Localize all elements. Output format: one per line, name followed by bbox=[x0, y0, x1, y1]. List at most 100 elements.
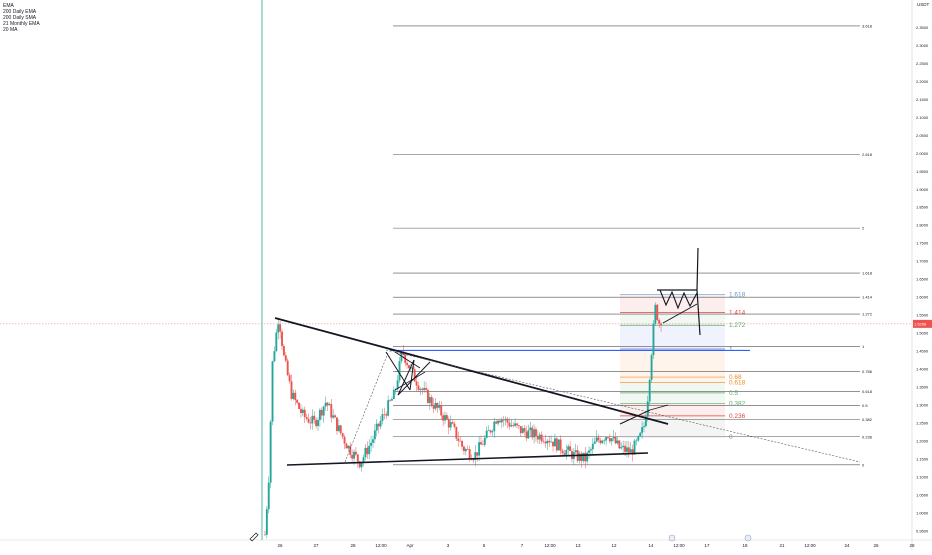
candle-body[interactable] bbox=[328, 404, 331, 406]
trend-line[interactable] bbox=[696, 247, 699, 291]
candle-body[interactable] bbox=[413, 369, 416, 382]
candle-body[interactable] bbox=[646, 401, 649, 417]
candle-body[interactable] bbox=[639, 432, 642, 437]
candle-body[interactable] bbox=[517, 425, 520, 427]
trend-line[interactable] bbox=[696, 289, 701, 336]
projection-line[interactable] bbox=[344, 352, 389, 463]
candle-body[interactable] bbox=[307, 418, 310, 423]
candle-body[interactable] bbox=[620, 447, 623, 449]
candle-body[interactable] bbox=[377, 423, 380, 427]
candle-body[interactable] bbox=[358, 461, 361, 468]
candle-body[interactable] bbox=[309, 422, 312, 424]
candle-body[interactable] bbox=[629, 449, 632, 453]
candle-body[interactable] bbox=[332, 415, 335, 418]
candle-body[interactable] bbox=[392, 389, 395, 399]
candle-body[interactable] bbox=[408, 365, 410, 369]
candle-body[interactable] bbox=[301, 409, 304, 414]
candle-body[interactable] bbox=[538, 434, 541, 440]
candle-body[interactable] bbox=[364, 447, 367, 458]
candle-body[interactable] bbox=[480, 442, 482, 445]
candle-body[interactable] bbox=[535, 429, 537, 436]
candle-body[interactable] bbox=[311, 415, 314, 424]
zigzag-pattern[interactable] bbox=[659, 289, 698, 310]
trend-line[interactable] bbox=[394, 351, 421, 369]
candle-body[interactable] bbox=[389, 400, 391, 401]
candle-body[interactable] bbox=[383, 414, 386, 415]
candle-body[interactable] bbox=[552, 441, 554, 447]
candle-body[interactable] bbox=[499, 420, 501, 423]
candle-body[interactable] bbox=[275, 332, 278, 352]
candle-body[interactable] bbox=[269, 421, 272, 483]
candle-body[interactable] bbox=[472, 459, 475, 461]
candle-body[interactable] bbox=[644, 416, 647, 427]
candle-body[interactable] bbox=[345, 443, 348, 449]
candle-body[interactable] bbox=[536, 435, 539, 440]
candle-body[interactable] bbox=[434, 402, 437, 409]
candle-body[interactable] bbox=[495, 421, 498, 424]
candle-body[interactable] bbox=[633, 440, 636, 455]
candle-body[interactable] bbox=[493, 421, 496, 432]
legend-ema[interactable]: EMA bbox=[3, 3, 14, 9]
candle-body[interactable] bbox=[381, 414, 384, 421]
candle-body[interactable] bbox=[294, 392, 297, 400]
candle-body[interactable] bbox=[578, 453, 581, 461]
candle-body[interactable] bbox=[504, 418, 507, 421]
candle-body[interactable] bbox=[349, 445, 352, 455]
candle-body[interactable] bbox=[531, 427, 534, 438]
candle-body[interactable] bbox=[313, 415, 316, 420]
candle-body[interactable] bbox=[426, 389, 429, 403]
candle-body[interactable] bbox=[546, 440, 549, 444]
candle-body[interactable] bbox=[390, 398, 393, 401]
candle-body[interactable] bbox=[423, 387, 426, 390]
candle-body[interactable] bbox=[580, 453, 583, 462]
candle-body[interactable] bbox=[616, 440, 619, 444]
candle-body[interactable] bbox=[533, 429, 536, 438]
trend-line[interactable] bbox=[619, 409, 651, 425]
candle-body[interactable] bbox=[478, 442, 481, 456]
candle-body[interactable] bbox=[595, 437, 598, 442]
candle-body[interactable] bbox=[354, 451, 357, 455]
candle-body[interactable] bbox=[550, 441, 553, 443]
candle-body[interactable] bbox=[445, 415, 448, 420]
candle-body[interactable] bbox=[553, 438, 556, 447]
candle-body[interactable] bbox=[430, 397, 433, 405]
candle-body[interactable] bbox=[368, 445, 371, 455]
candle-body[interactable] bbox=[500, 419, 503, 423]
legend-200-daily-ema[interactable]: 200 Daily EMA bbox=[3, 9, 37, 15]
candle-body[interactable] bbox=[483, 437, 486, 445]
candle-body[interactable] bbox=[641, 427, 644, 433]
candle-body[interactable] bbox=[336, 417, 338, 432]
candle-body[interactable] bbox=[351, 454, 354, 459]
candle-body[interactable] bbox=[461, 441, 464, 447]
candle-body[interactable] bbox=[508, 422, 511, 427]
candle-body[interactable] bbox=[415, 381, 418, 386]
candle-body[interactable] bbox=[627, 447, 630, 453]
candle-body[interactable] bbox=[396, 380, 399, 390]
candle-body[interactable] bbox=[425, 387, 427, 390]
candle-body[interactable] bbox=[567, 446, 570, 450]
candle-body[interactable] bbox=[559, 439, 562, 451]
candle-body[interactable] bbox=[624, 445, 626, 452]
candle-body[interactable] bbox=[527, 430, 530, 439]
candle-body[interactable] bbox=[296, 399, 299, 403]
candle-body[interactable] bbox=[464, 449, 467, 452]
candle-body[interactable] bbox=[406, 362, 409, 366]
candle-body[interactable] bbox=[468, 449, 471, 459]
candle-body[interactable] bbox=[463, 446, 465, 452]
candle-body[interactable] bbox=[451, 422, 454, 424]
candle-body[interactable] bbox=[658, 320, 661, 324]
candle-body[interactable] bbox=[343, 436, 346, 444]
candle-body[interactable] bbox=[625, 447, 628, 452]
candle-body[interactable] bbox=[608, 437, 611, 442]
candle-body[interactable] bbox=[366, 447, 369, 455]
candle-body[interactable] bbox=[453, 423, 456, 427]
candle-body[interactable] bbox=[362, 457, 365, 463]
candle-body[interactable] bbox=[637, 436, 640, 441]
candle-body[interactable] bbox=[601, 440, 604, 444]
candle-body[interactable] bbox=[618, 440, 621, 449]
candle-body[interactable] bbox=[631, 449, 634, 455]
candle-body[interactable] bbox=[487, 430, 490, 432]
candle-body[interactable] bbox=[586, 452, 589, 462]
